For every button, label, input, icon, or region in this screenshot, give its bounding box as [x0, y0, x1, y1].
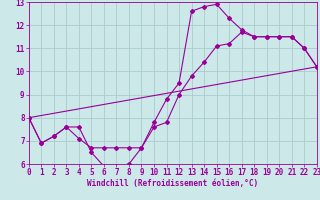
X-axis label: Windchill (Refroidissement éolien,°C): Windchill (Refroidissement éolien,°C) — [87, 179, 258, 188]
